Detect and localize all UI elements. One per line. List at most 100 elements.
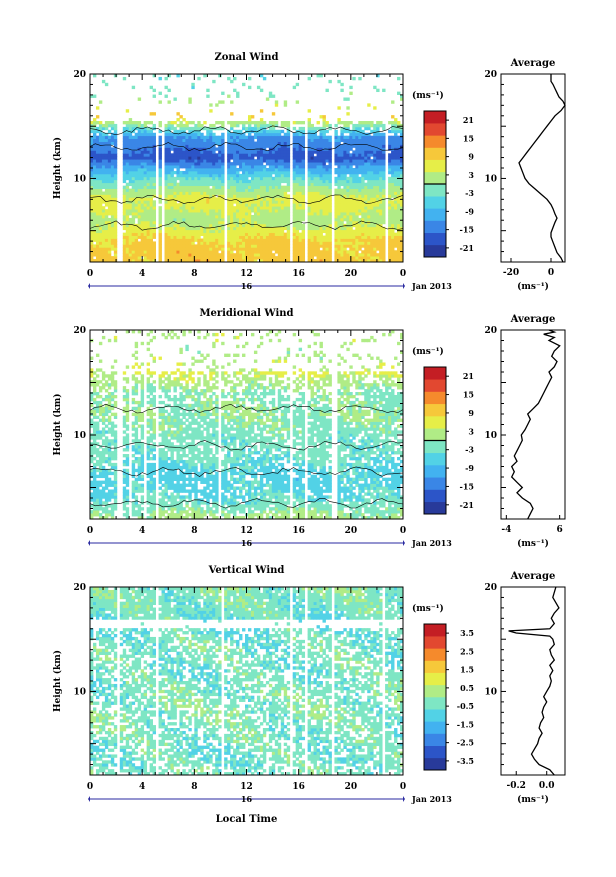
zonal-colorbar-tick: 21 — [463, 115, 474, 125]
zonal-average-line — [519, 74, 565, 262]
meridional-avg-x-tick-label: 6 — [557, 525, 563, 535]
zonal-heatmap — [90, 74, 403, 262]
zonal-avg-title: Average — [510, 58, 556, 69]
meridional-date-day: 16 — [241, 538, 253, 548]
meridional-colorbar-tick: 15 — [463, 390, 474, 400]
meridional-heatmap — [90, 330, 403, 519]
vertical-colorbar: (ms⁻¹) 3.5 2.5 1.5 0.5 -0.5 -1.5 -2.5 -3.5 — [412, 603, 474, 770]
vertical-colorbar-tick: 1.5 — [460, 665, 474, 675]
zonal-colorbar-tick: -15 — [460, 225, 474, 235]
vertical-x-tick-label: 20 — [345, 782, 358, 792]
meridional-colorbar-tick: -21 — [460, 500, 474, 510]
zonal-title: Zonal Wind — [214, 52, 278, 63]
vertical-avg-x-tick-label: -0.2 — [507, 781, 526, 791]
vertical-y-axis-label: Height (km) — [52, 650, 63, 712]
zonal-colorbar-tick: 3 — [468, 170, 474, 180]
zonal-avg-unit: (ms⁻¹) — [517, 281, 549, 292]
vertical-colorbar-tick: 2.5 — [460, 646, 474, 656]
zonal-x-tick-label: 4 — [139, 269, 145, 279]
vertical-x-tick-label: 12 — [240, 782, 253, 792]
zonal-colorbar-tick: 9 — [468, 152, 474, 162]
vertical-heatmap — [90, 587, 403, 775]
vertical-date-month: Jan 2013 — [411, 794, 452, 804]
zonal-colorbar-tick: -21 — [460, 243, 474, 253]
vertical-x-tick-label: 8 — [191, 782, 197, 792]
zonal-colorbar-tick: -9 — [465, 206, 474, 216]
zonal-avg-y-tick-label: 20 — [484, 70, 497, 80]
zonal-average-profile: 10 20 -20 0 Average (ms⁻¹) — [484, 58, 565, 292]
vertical-colorbar-tick: 3.5 — [460, 628, 474, 638]
meridional-x-tick-label: 12 — [240, 526, 253, 536]
meridional-x-tick-label: 0 — [400, 526, 406, 536]
vertical-x-tick-label: 16 — [292, 782, 305, 792]
meridional-y-tick-label: 20 — [73, 326, 86, 336]
meridional-colorbar-tick: 3 — [468, 426, 474, 436]
vertical-y-tick-label: 10 — [73, 687, 86, 697]
x-axis-label: Local Time — [216, 814, 278, 825]
vertical-colorbar-tick: -0.5 — [457, 701, 474, 711]
zonal-date-day: 16 — [241, 281, 253, 291]
meridional-avg-title: Average — [510, 314, 556, 325]
zonal-y-axis-label: Height (km) — [52, 137, 63, 199]
meridional-colorbar-unit: (ms⁻¹) — [412, 346, 444, 357]
vertical-avg-unit: (ms⁻¹) — [517, 794, 549, 805]
vertical-avg-y-tick-label: 20 — [484, 583, 497, 593]
vertical-colorbar-tick: -1.5 — [457, 719, 474, 729]
zonal-x-tick-label: 8 — [191, 269, 197, 279]
meridional-avg-x-tick-label: -4 — [501, 525, 511, 535]
meridional-average-line — [512, 330, 560, 519]
vertical-x-tick-label: 4 — [139, 782, 145, 792]
vertical-date-day: 16 — [241, 794, 253, 804]
meridional-colorbar-tick: -9 — [465, 463, 474, 473]
vertical-x-tick-label: 0 — [400, 782, 406, 792]
zonal-x-tick-label: 16 — [292, 269, 305, 279]
vertical-title: Vertical Wind — [208, 565, 285, 576]
vertical-average-line — [509, 587, 559, 775]
meridional-x-tick-label: 20 — [345, 526, 358, 536]
meridional-title: Meridional Wind — [199, 308, 293, 319]
zonal-x-tick-label: 0 — [87, 269, 93, 279]
zonal-x-tick-label: 12 — [240, 269, 253, 279]
meridional-date-month: Jan 2013 — [411, 538, 452, 548]
zonal-x-tick-label: 0 — [400, 269, 406, 279]
meridional-avg-unit: (ms⁻¹) — [517, 538, 549, 549]
zonal-avg-y-tick-label: 10 — [484, 174, 497, 184]
zonal-colorbar-tick: 15 — [463, 133, 474, 143]
vertical-colorbar-tick: -2.5 — [457, 738, 474, 748]
meridional-avg-y-tick-label: 20 — [484, 326, 497, 336]
vertical-colorbar-tick: 0.5 — [460, 683, 474, 693]
meridional-x-tick-label: 4 — [139, 526, 145, 536]
vertical-average-profile: 10 20 -0.2 0.0 Average (ms⁻¹) — [484, 571, 565, 805]
vertical-wind-panel: 0 4 8 12 16 20 0 10 20 16 Jan 2013 Vertical Wind Hei… — [52, 565, 565, 805]
zonal-date-month: Jan 2013 — [411, 281, 452, 291]
zonal-x-tick-label: 20 — [345, 269, 358, 279]
vertical-avg-title: Average — [510, 571, 556, 582]
meridional-x-tick-label: 8 — [191, 526, 197, 536]
vertical-avg-x-tick-label: 0.0 — [539, 781, 555, 791]
zonal-colorbar: (ms⁻¹) 21 15 9 3 -3 -9 -15 -21 — [412, 90, 474, 257]
meridional-x-tick-label: 0 — [87, 526, 93, 536]
meridional-avg-y-tick-label: 10 — [484, 431, 497, 441]
zonal-y-tick-label: 10 — [73, 174, 86, 184]
zonal-colorbar-tick: -3 — [465, 188, 474, 198]
vertical-avg-y-tick-label: 10 — [484, 687, 497, 697]
meridional-y-tick-label: 10 — [73, 431, 86, 441]
zonal-wind-panel: 0 4 8 12 16 20 0 10 20 16 Jan 2013 Zonal Wind Height… — [52, 52, 565, 292]
zonal-y-tick-label: 20 — [73, 70, 86, 80]
vertical-colorbar-unit: (ms⁻¹) — [412, 603, 444, 614]
meridional-y-axis-label: Height (km) — [52, 393, 63, 455]
meridional-colorbar-tick: -3 — [465, 445, 474, 455]
zonal-colorbar-unit: (ms⁻¹) — [412, 90, 444, 101]
vertical-y-tick-label: 20 — [73, 583, 86, 593]
meridional-wind-panel: 0 4 8 12 16 20 0 10 20 16 Jan 2013 Meridional Wind H… — [52, 308, 565, 549]
meridional-x-tick-label: 16 — [292, 526, 305, 536]
meridional-colorbar-tick: 9 — [468, 408, 474, 418]
vertical-x-tick-label: 0 — [87, 782, 93, 792]
vertical-colorbar-tick: -3.5 — [457, 756, 474, 766]
zonal-avg-x-tick-label: 0 — [548, 268, 554, 278]
meridional-colorbar-tick: -15 — [460, 481, 474, 491]
zonal-avg-x-tick-label: -20 — [503, 268, 519, 278]
meridional-average-profile: 10 20 -4 6 Average (ms⁻¹) — [484, 314, 565, 549]
